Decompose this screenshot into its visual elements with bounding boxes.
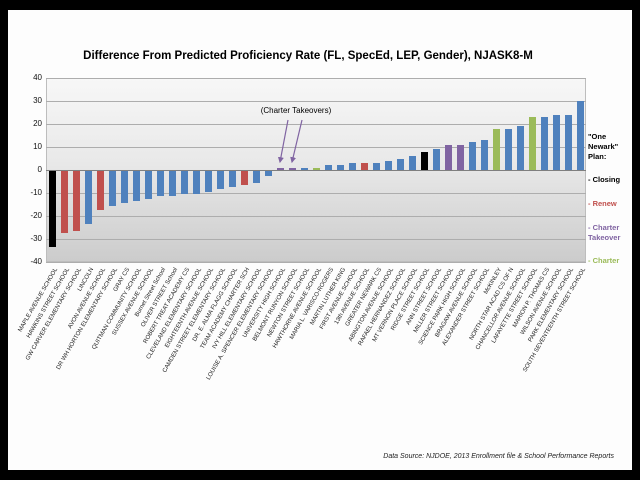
bar-none — [324, 165, 332, 170]
bar-none — [216, 171, 224, 190]
annotation-charter-takeovers: (Charter Takeovers) — [260, 106, 332, 115]
bar-none — [228, 171, 236, 188]
gridline — [46, 262, 586, 263]
bar-renew — [240, 171, 248, 185]
bar-none — [192, 171, 200, 194]
legend-item-closing: - Closing — [588, 175, 621, 185]
bar-none — [564, 114, 572, 170]
gridline — [46, 216, 586, 217]
bar-none — [408, 156, 416, 170]
bar-takeover — [444, 144, 452, 170]
bar-renew — [60, 171, 68, 234]
bar-none — [132, 171, 140, 201]
zero-axis-line — [46, 170, 586, 171]
bar-none — [336, 165, 344, 170]
bar-takeover — [456, 144, 464, 170]
bar-none — [168, 171, 176, 197]
bar-none — [180, 171, 188, 194]
bar-none — [576, 101, 584, 170]
bar-takeover — [288, 167, 296, 170]
y-axis-tick-label: -10 — [30, 188, 42, 197]
y-axis-tick-label: 30 — [33, 96, 42, 105]
bar-none — [540, 117, 548, 170]
y-axis-tick-label: -40 — [30, 257, 42, 266]
legend-item-renew: - Renew — [588, 199, 617, 208]
bar-takeover — [276, 167, 284, 170]
bar-charter — [492, 128, 500, 170]
bar-none — [300, 167, 308, 170]
bar-charter — [312, 167, 320, 170]
gridline — [46, 193, 586, 194]
bar-none — [552, 114, 560, 170]
bar-none — [264, 171, 272, 176]
gridline — [46, 124, 586, 125]
bar-renew — [360, 163, 368, 170]
bar-none — [372, 163, 380, 170]
data-source-note: Data Source: NJDOE, 2013 Enrollment file… — [383, 453, 614, 460]
legend-title: "One Newark" Plan: — [588, 132, 619, 161]
bar-renew — [96, 171, 104, 211]
bar-none — [396, 158, 404, 170]
gridline — [46, 239, 586, 240]
bar-none — [348, 163, 356, 170]
bar-none — [144, 171, 152, 199]
gridline — [46, 101, 586, 102]
bar-none — [516, 126, 524, 170]
slide: Difference From Predicted Proficiency Ra… — [8, 10, 632, 470]
bar-none — [432, 149, 440, 170]
chart-title: Difference From Predicted Proficiency Ra… — [83, 50, 533, 62]
legend: "One Newark" Plan: - Closing - Renew - Cha… — [588, 132, 634, 266]
legend-item-takeover: - Charter Takeover — [588, 222, 621, 242]
bar-renew — [72, 171, 80, 231]
bar-none — [384, 160, 392, 170]
bar-none — [480, 140, 488, 170]
gridline — [46, 147, 586, 148]
bar-closing — [48, 171, 56, 247]
gridline — [46, 78, 586, 79]
legend-items: - Closing - Renew - Charter Takeover - Char… — [588, 175, 634, 266]
y-axis-tick-label: 40 — [33, 73, 42, 82]
y-axis-tick-label: -20 — [30, 211, 42, 220]
bar-none — [504, 128, 512, 170]
legend-item-charter: - Charter — [588, 256, 620, 266]
y-axis-tick-label: -30 — [30, 234, 42, 243]
bar-none — [108, 171, 116, 206]
y-axis-tick-label: 10 — [33, 142, 42, 151]
y-axis-tick-label: 0 — [37, 165, 42, 174]
bar-none — [156, 171, 164, 197]
bar-none — [468, 142, 476, 170]
bar-closing — [420, 151, 428, 170]
bar-none — [252, 171, 260, 183]
bar-charter — [528, 117, 536, 170]
bar-none — [84, 171, 92, 224]
y-axis-tick-label: 20 — [33, 119, 42, 128]
bar-none — [120, 171, 128, 204]
bar-none — [204, 171, 212, 192]
